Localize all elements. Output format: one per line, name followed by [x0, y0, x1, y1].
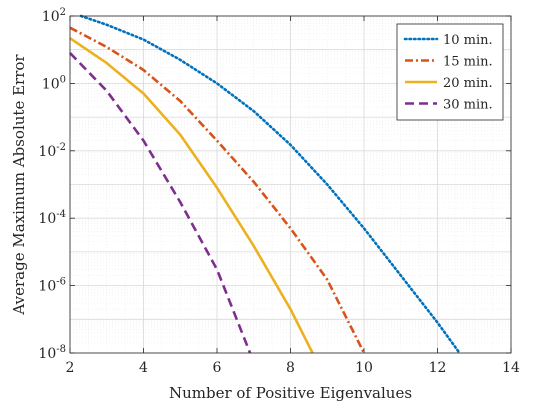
x-tick-label: 10 — [355, 360, 373, 376]
y-tick-label: 10-2 — [38, 142, 66, 160]
y-tick-label: 10-4 — [38, 209, 66, 227]
series-line-4 — [69, 52, 252, 354]
series-line-3 — [69, 37, 314, 354]
x-tick-label: 2 — [66, 360, 75, 376]
legend-label-1: 10 min. — [443, 33, 493, 48]
x-axis-label: Number of Positive Eigenvalues — [169, 384, 412, 402]
x-tick-label: 12 — [429, 360, 447, 376]
series-line-1 — [79, 14, 461, 355]
x-tick-label: 4 — [139, 360, 148, 376]
legend-label-3: 20 min. — [443, 76, 493, 91]
y-tick-label: 102 — [42, 7, 66, 25]
legend-label-2: 15 min. — [443, 55, 493, 70]
x-tick-label: 8 — [286, 360, 295, 376]
legend: 10 min. 15 min. 20 min. 30 min. — [396, 23, 504, 121]
x-tick-label: 6 — [213, 360, 222, 376]
legend-label-4: 30 min. — [443, 98, 493, 113]
series-lines — [69, 14, 461, 355]
y-tick-label: 10-6 — [38, 277, 66, 295]
series-line-2 — [69, 26, 366, 354]
y-axis-ticks: 102 100 10-2 10-4 10-6 10-8 — [38, 7, 511, 362]
x-axis-ticks: 2 4 6 8 10 12 14 — [66, 16, 520, 376]
y-axis-label: Average Maximum Absolute Error — [10, 54, 28, 316]
y-tick-label: 100 — [42, 74, 66, 92]
x-tick-label: 14 — [502, 360, 520, 376]
y-tick-label: 10-8 — [38, 344, 66, 362]
